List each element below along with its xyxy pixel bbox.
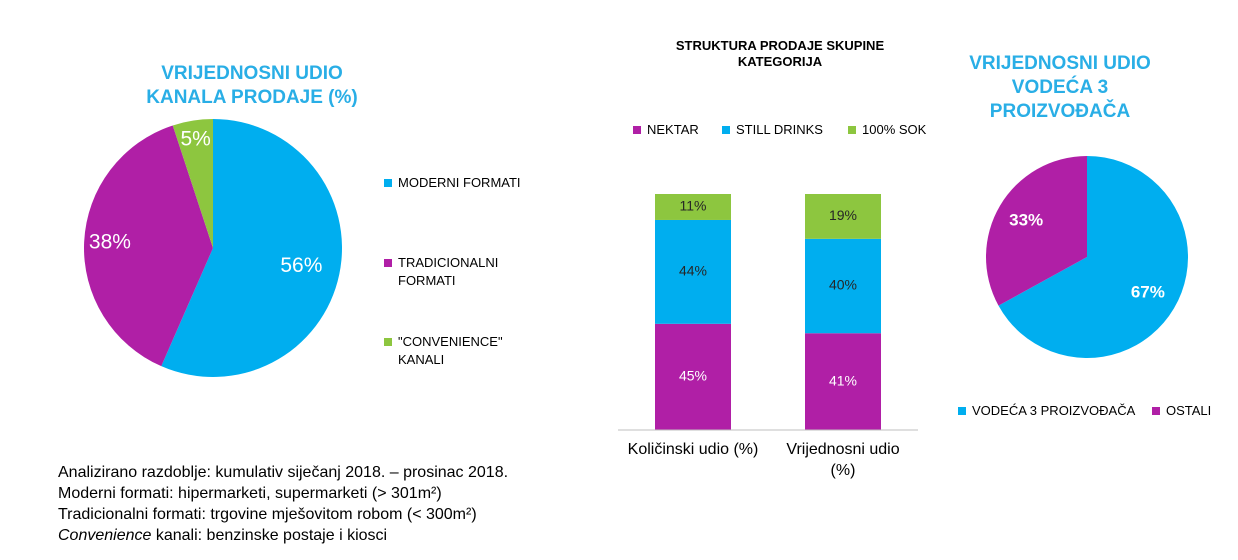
pie1-title: VRIJEDNOSNI UDIO KANALA PRODAJE (%): [92, 62, 412, 110]
bar-legend-swatch-nektar: [633, 126, 641, 134]
pie2-title-line3: PROIZVOĐAČA: [989, 101, 1131, 122]
bar-legend: NEKTAR STILL DRINKS 100% SOK: [633, 121, 953, 141]
note-line4: Convenience kanali: benzinske postaje i …: [58, 525, 618, 546]
pie2-legend-label-ostali: OSTALI: [1166, 403, 1212, 418]
pie2-legend-item-ostali: OSTALI: [1152, 402, 1211, 420]
pie1-legend-item-tradicionalni: TRADICIONALNI FORMATI: [384, 254, 564, 290]
pie2-legend: VODEĆA 3 PROIZVOĐAČA OSTALI: [958, 402, 1228, 422]
bar-category-label-1-0: Vrijednosni udio: [786, 441, 899, 458]
notes: Analizirano razdoblje: kumulativ siječan…: [58, 462, 618, 546]
bar-legend-label-still: STILL DRINKS: [736, 122, 823, 137]
bar-category-label-0-0: Količinski udio (%): [628, 441, 759, 458]
pie2-legend-swatch-ostali: [1152, 407, 1160, 415]
pie1-legend-item-moderni: MODERNI FORMATI: [384, 174, 564, 192]
bar-data-label-1-2: 19%: [829, 207, 857, 223]
bar-data-label-0-2: 11%: [680, 198, 707, 214]
note-line2: Moderni formati: hipermarketi, supermark…: [58, 485, 442, 502]
pie1-slice-2: [172, 119, 213, 248]
pie2-slice-0: [998, 156, 1188, 358]
bar-title-line1: STRUKTURA PRODAJE SKUPINE: [675, 38, 885, 53]
bar-data-label-0-1: 44%: [679, 263, 707, 279]
pie1-title-line1: VRIJEDNOSNI UDIO: [161, 63, 343, 84]
pie1-data-label-0: 56%: [280, 254, 322, 277]
pie1-slice-0: [161, 119, 343, 377]
bar-legend-label-sok: 100% SOK: [862, 122, 927, 137]
pie1-legend-text-tradicionalni-2: FORMATI: [398, 273, 456, 288]
pie1-data-label-2: 5%: [180, 127, 210, 150]
pie1-slice-1: [84, 125, 213, 367]
bar-legend-item-sok: 100% SOK: [848, 121, 926, 139]
pie2-legend-label-vodeca: VODEĆA 3 PROIZVOĐAČA: [972, 403, 1136, 418]
bar-data-label-1-0: 41%: [829, 372, 857, 388]
pie1-legend-swatch-convenience: [384, 338, 392, 346]
pie1-legend-text-convenience-1: "CONVENIENCE": [398, 334, 503, 349]
bar-data-label-1-1: 40%: [829, 277, 857, 293]
bar-legend-swatch-sok: [848, 126, 856, 134]
pie1-legend-swatch-tradicionalni: [384, 259, 392, 267]
bar-segment-0-2: [655, 194, 731, 220]
bar-segment-0-1: [655, 219, 731, 324]
pie1-legend-label-tradicionalni: TRADICIONALNI FORMATI: [398, 254, 498, 290]
pie2-title-line1: VRIJEDNOSNI UDIO: [969, 53, 1151, 74]
bar-segment-1-0: [805, 333, 881, 430]
bar-legend-label-nektar: NEKTAR: [647, 122, 699, 137]
bar-segment-1-1: [805, 238, 881, 334]
pie2-title: VRIJEDNOSNI UDIO VODEĆA 3 PROIZVOĐAČA: [940, 52, 1180, 124]
pie2-chart: 67% 33%: [986, 156, 1188, 358]
note-line1: Analizirano razdoblje: kumulativ siječan…: [58, 464, 509, 481]
pie1-legend-text-moderni: MODERNI FORMATI: [398, 175, 521, 190]
pie1-title-line2: KANALA PRODAJE (%): [146, 87, 358, 108]
pie2-legend-swatch-vodeca: [958, 407, 966, 415]
pie1-legend-label-moderni: MODERNI FORMATI: [398, 174, 521, 192]
pie1-data-label-1: 38%: [89, 231, 131, 254]
bar-segment-0-0: [655, 323, 731, 430]
pie1-legend-text-tradicionalni-1: TRADICIONALNI: [398, 255, 499, 270]
bar-title: STRUKTURA PRODAJE SKUPINE KATEGORIJA: [620, 38, 940, 70]
bar-segment-1-2: [805, 194, 881, 239]
pie2-data-label-1: 33%: [1009, 210, 1043, 229]
bar-legend-item-still: STILL DRINKS: [722, 121, 823, 139]
bar-category-label-1-1: (%): [831, 462, 856, 479]
bar-chart: 45% 44% 11% 41% 40% 19% Količinski udio (%) Vr…: [618, 194, 918, 479]
pie1-legend-label-convenience: "CONVENIENCE" KANALI: [398, 333, 503, 369]
note-line3: Tradicionalni formati: trgovine mješovit…: [58, 506, 477, 523]
pie2-data-label-0: 67%: [1131, 282, 1165, 301]
pie1-legend-swatch-moderni: [384, 179, 392, 187]
pie1-legend-item-convenience: "CONVENIENCE" KANALI: [384, 333, 564, 369]
note-line4-rest: kanali: benzinske postaje i kiosci: [151, 527, 388, 544]
pie1-chart: 56% 38% 5%: [84, 119, 343, 377]
note-line4-italic: Convenience: [58, 527, 152, 544]
pie2-legend-item-vodeca: VODEĆA 3 PROIZVOĐAČA: [958, 402, 1135, 420]
bar-title-line2: KATEGORIJA: [737, 54, 823, 69]
bar-data-label-0-0: 45%: [679, 368, 707, 384]
bar-legend-item-nektar: NEKTAR: [633, 121, 699, 139]
pie2-slice-1: [986, 156, 1087, 306]
pie2-title-line2: VODEĆA 3: [1011, 77, 1109, 98]
pie1-legend-text-convenience-2: KANALI: [398, 352, 445, 367]
bar-legend-swatch-still: [722, 126, 730, 134]
